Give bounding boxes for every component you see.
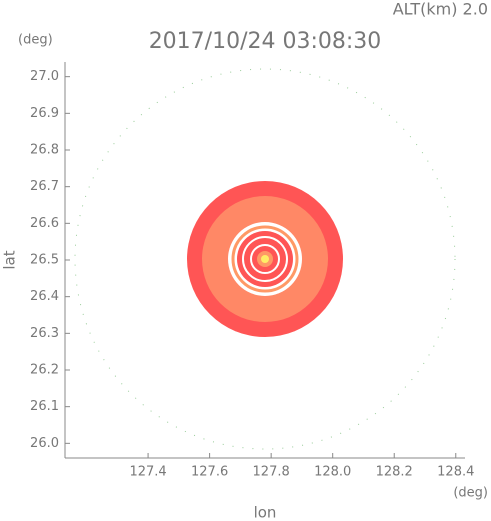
y-tick-label: 26.6 [30,216,59,231]
altitude: ALT(km) 2.0 [393,0,488,19]
echo-ring [242,236,288,282]
x-tick-label: 128.2 [376,465,413,480]
y-tick-label: 26.0 [30,436,59,451]
echo-ring [250,244,280,274]
y-label: lat [1,250,19,269]
echo [74,68,456,450]
x-tick-label: 128.0 [314,465,351,480]
y-tick-label: 26.7 [30,179,59,194]
x-tick-label: 127.8 [253,465,290,480]
y-tick-label: 26.2 [30,363,59,378]
y-tick-label: 26.8 [30,143,59,158]
range-ring [74,68,456,450]
x-tick-label: 128.4 [437,465,474,480]
chart-title: 2017/10/24 03:08:30 [149,29,382,54]
y-tick-label: 26.1 [30,399,59,414]
y-tick-label: 26.3 [30,326,59,341]
echo-ring [231,225,299,293]
echo-core [261,255,269,263]
x-label: lon [254,504,277,521]
y-tick-label: 26.4 [30,289,59,304]
y-tick-label: 27.0 [30,69,59,84]
x-tick-label: 127.6 [191,465,228,480]
y-tick-label: 26.9 [30,106,59,121]
x-unit: (deg) [453,486,488,501]
x-tick-label: 127.4 [129,465,166,480]
y-tick-label: 26.5 [30,253,59,268]
y-unit: (deg) [18,33,53,48]
